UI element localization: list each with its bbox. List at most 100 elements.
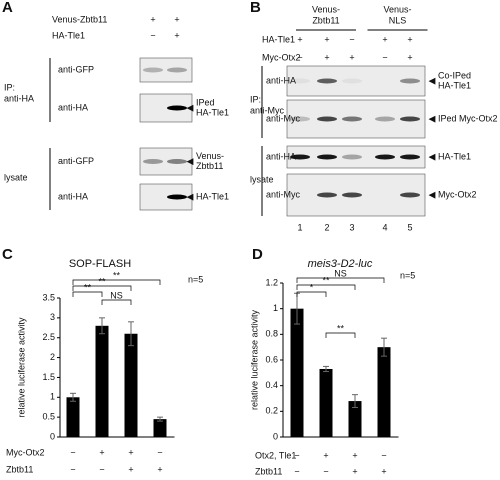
row-name: Zbtb11	[255, 466, 282, 476]
band-label: IPed Myc-Otx2	[438, 113, 498, 123]
panel-letter: A	[2, 0, 13, 16]
sig-label: **	[113, 270, 121, 280]
y-tick-label: 2	[50, 352, 55, 362]
sig-bracket	[101, 299, 132, 305]
row-sign: +	[128, 464, 133, 474]
band-label: HA-Tle1	[196, 191, 229, 201]
row-sign: −	[294, 450, 299, 460]
row-sign: +	[128, 447, 133, 457]
chart-title: SOP-FLASH	[69, 258, 131, 270]
antibody-label: anti-HA	[58, 191, 88, 201]
band	[375, 154, 395, 160]
bar	[319, 368, 333, 437]
section-label: anti-Myc	[250, 105, 285, 115]
band	[342, 154, 362, 160]
group-label: Zbtb11	[312, 15, 339, 25]
chart-title: meis3-D2-luc	[308, 258, 373, 270]
band	[317, 192, 337, 198]
row-sign: −	[323, 466, 328, 476]
lane-number: 4	[382, 222, 387, 232]
sig-bracket	[325, 332, 356, 338]
lane-sign: −	[150, 30, 155, 40]
y-tick-label: 0	[50, 431, 55, 441]
row-sign: −	[157, 447, 162, 457]
band-arrow: ◀	[429, 75, 436, 85]
lane-sign: +	[349, 52, 354, 62]
lane-sign: +	[407, 52, 412, 62]
row-name: Zbtb11	[6, 464, 33, 474]
band-label: IPed	[196, 97, 215, 107]
group-label: Venus-	[383, 4, 411, 14]
section-label: lysate	[4, 172, 28, 182]
sig-bracket	[296, 291, 327, 297]
band-arrow: ◀	[187, 156, 194, 166]
sig-bracket	[296, 277, 385, 283]
band	[167, 67, 187, 73]
band	[167, 159, 187, 164]
row-sign: −	[294, 466, 299, 476]
lane-sign: −	[382, 52, 387, 62]
section-label: anti-HA	[4, 93, 34, 103]
band-label: Co-IPed	[438, 70, 471, 80]
band	[317, 116, 337, 122]
sig-label: **	[84, 282, 92, 292]
y-axis-label: relative luciferase activity	[16, 317, 26, 418]
lane-number: 2	[324, 222, 329, 232]
panel-letter: B	[250, 0, 261, 16]
lane-number: 5	[407, 222, 412, 232]
row-sign: +	[323, 450, 328, 460]
sig-bracket	[296, 284, 356, 290]
condition-name: Myc-Otx2	[262, 52, 301, 62]
row-sign: +	[99, 447, 104, 457]
sig-label: *	[310, 282, 314, 292]
bar	[153, 419, 167, 437]
band-label: HA-Tle1	[438, 151, 471, 161]
sig-label: NS	[110, 290, 123, 300]
y-tick-label: 1	[50, 392, 55, 402]
blot	[286, 145, 426, 169]
bar	[348, 401, 362, 437]
band-arrow: ◀	[429, 113, 436, 123]
lane-sign: −	[349, 34, 354, 44]
band-label: HA-Tle1	[196, 107, 229, 117]
sig-bracket	[72, 291, 103, 297]
antibody-label: anti-HA	[266, 75, 296, 85]
row-sign: +	[352, 466, 357, 476]
blot	[139, 147, 193, 176]
n-label: n=5	[400, 270, 415, 280]
n-label: n=5	[188, 274, 203, 284]
lane-sign: +	[407, 34, 412, 44]
sig-label: **	[98, 276, 106, 286]
band-label: Myc-Otx2	[438, 189, 477, 199]
lane-number: 3	[349, 222, 354, 232]
y-tick-label: 2.5	[42, 332, 55, 342]
y-tick-label: 3.5	[42, 292, 55, 302]
lane-sign: −	[297, 52, 302, 62]
lane-sign: +	[174, 30, 179, 40]
section-label: IP:	[4, 82, 15, 92]
bar	[124, 333, 138, 437]
sig-bracket	[72, 279, 161, 285]
condition-name: HA-Tle1	[262, 34, 295, 44]
lane-sign: +	[324, 34, 329, 44]
condition-name: Venus-Zbtb11	[52, 14, 107, 24]
section-label: lysate	[250, 174, 274, 184]
lane-sign: +	[150, 14, 155, 24]
band	[290, 116, 310, 122]
band-arrow: ◀	[187, 102, 194, 112]
band	[400, 116, 420, 122]
condition-name: HA-Tle1	[52, 30, 85, 40]
band	[375, 116, 395, 122]
band-label: HA-Tle1	[438, 80, 471, 90]
band	[167, 105, 187, 111]
group-label: NLS	[389, 15, 407, 25]
sig-label: NS	[334, 268, 347, 278]
group-label: Venus-	[312, 4, 340, 14]
row-sign: +	[352, 450, 357, 460]
band	[342, 116, 362, 122]
antibody-label: anti-Myc	[266, 189, 301, 199]
row-name: Otx2, Tle1	[255, 450, 296, 460]
y-tick-label: 1.5	[42, 372, 55, 382]
y-tick-label: 1	[273, 303, 278, 313]
